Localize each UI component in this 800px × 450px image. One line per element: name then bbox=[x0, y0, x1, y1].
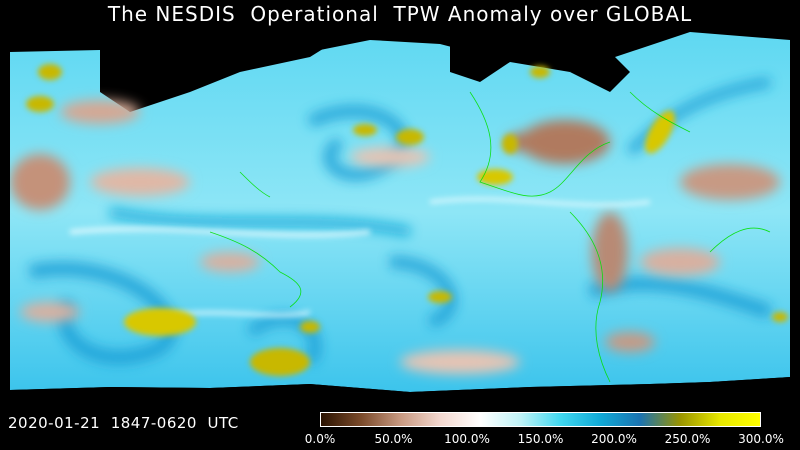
colorbar-tick-label: 50.0% bbox=[374, 432, 413, 446]
colorbar-ticks: 0.0% 50.0% 100.0% 150.0% 200.0% 250.0% 300.0% bbox=[300, 432, 790, 448]
colorbar-tick-label: 150.0% bbox=[517, 432, 564, 446]
colorbar-tick-label: 100.0% bbox=[444, 432, 490, 446]
colorbar-tick-label: 250.0% bbox=[664, 432, 711, 446]
colorbar-tick-label: 200.0% bbox=[591, 432, 637, 446]
high-anomaly-south-indian bbox=[124, 308, 196, 336]
missing-data-north bbox=[100, 32, 350, 112]
dry-anomaly-africa bbox=[10, 154, 70, 210]
colorbar-tick-label: 0.0% bbox=[304, 432, 336, 446]
tpw-anomaly-map bbox=[10, 32, 790, 402]
coastlines bbox=[209, 91, 771, 383]
data-field bbox=[10, 32, 790, 392]
timestamp: 2020-01-21 1847-0620 UTC bbox=[8, 414, 239, 432]
map-title: The NESDIS Operational TPW Anomaly over … bbox=[107, 2, 693, 26]
colorbar-tick-label: 300.0% bbox=[738, 432, 784, 446]
colorbar bbox=[320, 412, 761, 427]
map-canvas bbox=[10, 32, 790, 402]
